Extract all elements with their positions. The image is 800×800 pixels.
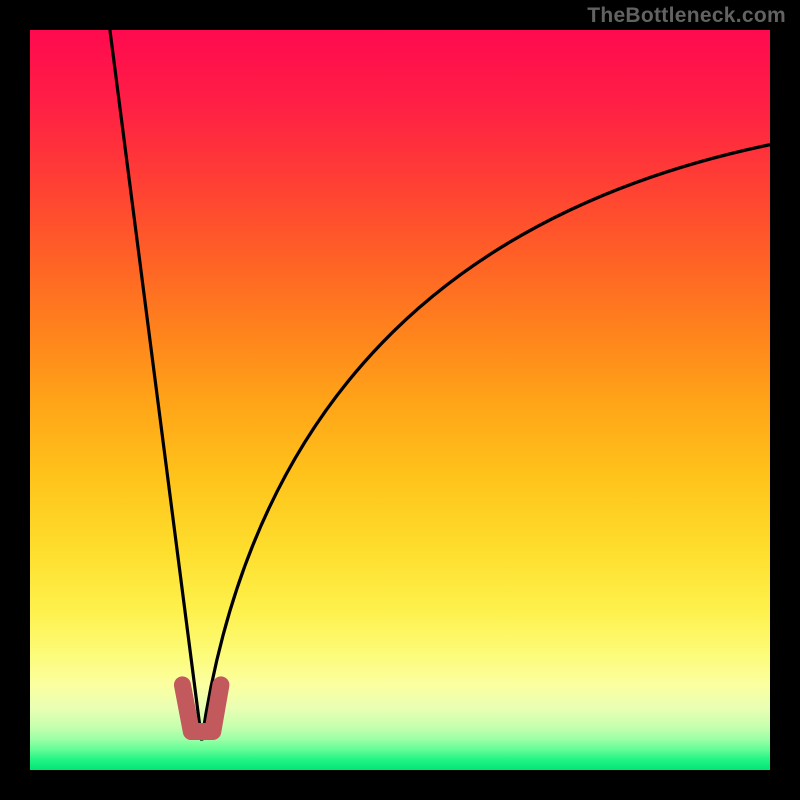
plot-background — [30, 30, 770, 770]
attribution-text: TheBottleneck.com — [587, 4, 786, 28]
chart-frame: TheBottleneck.com — [0, 0, 800, 800]
bottleneck-chart — [0, 0, 800, 800]
